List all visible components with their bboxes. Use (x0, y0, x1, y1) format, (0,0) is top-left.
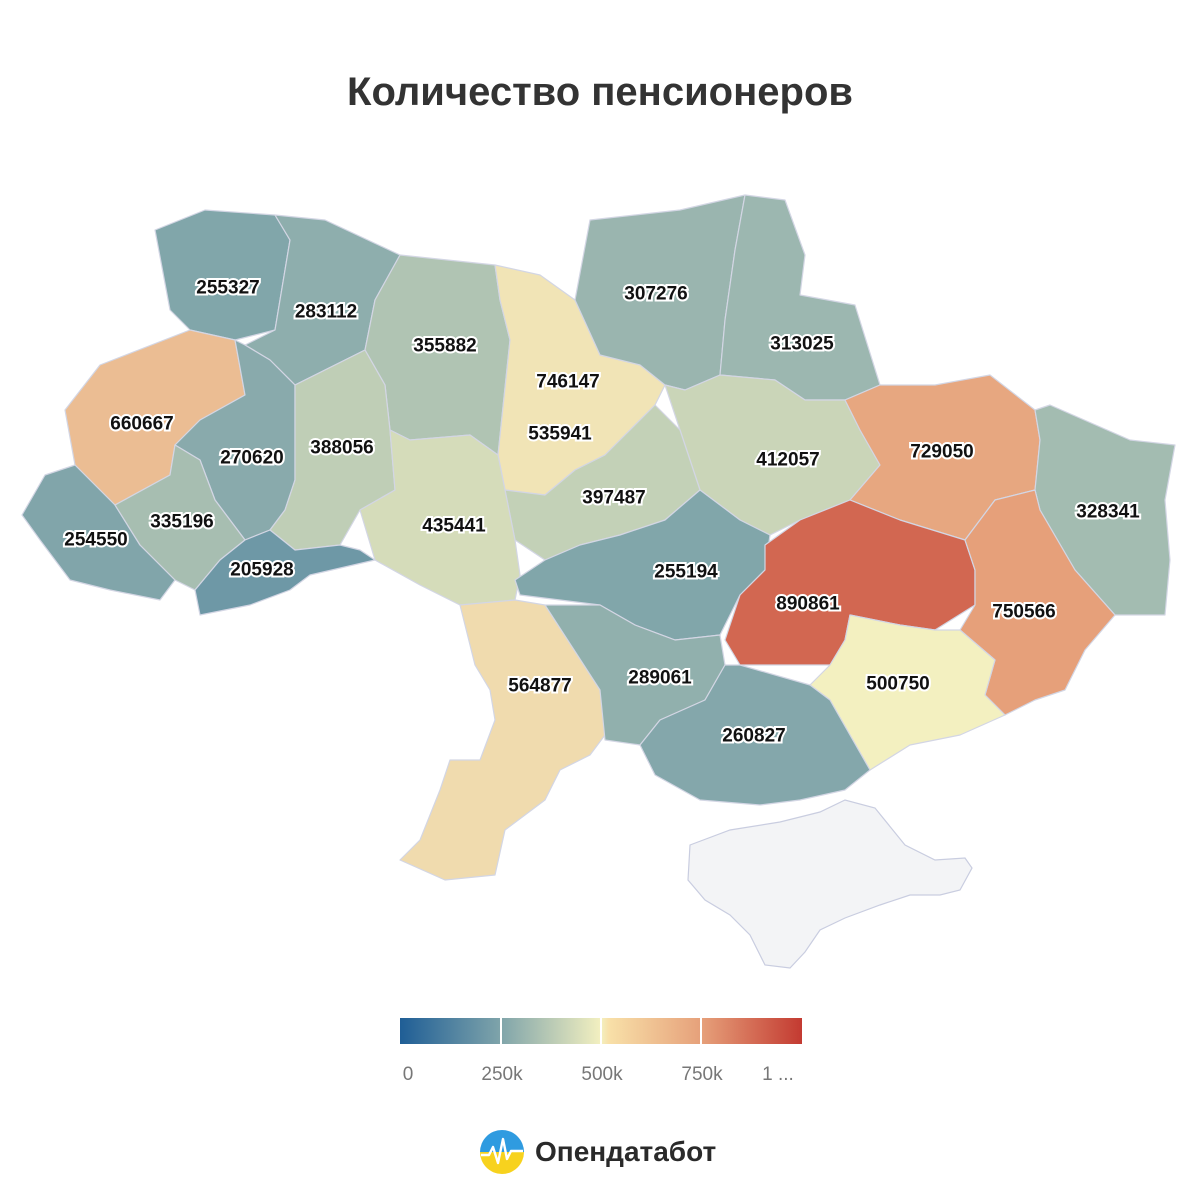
legend-separator (500, 1018, 502, 1044)
value-label: 328341 (1076, 502, 1140, 523)
value-label: 412057 (756, 450, 819, 471)
value-label: 205928 (230, 560, 293, 581)
brand: Опендатабот (479, 1127, 716, 1177)
region-sumy[interactable] (719, 194, 881, 401)
legend-tick-label: 1 ... (762, 1064, 794, 1085)
region-kherson[interactable] (639, 664, 871, 806)
value-label: 255327 (196, 278, 259, 299)
legend-separator (700, 1018, 702, 1044)
legend-tick-label: 0 (402, 1064, 414, 1085)
value-label: 283112 (295, 302, 357, 323)
value-label: 535941 (528, 424, 592, 445)
value-label: 313025 (770, 334, 834, 355)
brand-name: Опендатабот (535, 1136, 717, 1167)
map-title: Количество пенсионеров (347, 70, 853, 114)
value-label: 564877 (508, 676, 571, 697)
value-label: 750566 (992, 602, 1055, 623)
value-label: 388056 (310, 438, 373, 459)
legend-tick-label: 750k (681, 1064, 723, 1085)
value-label: 355882 (413, 336, 476, 357)
value-label: 260827 (722, 726, 785, 747)
value-label: 660667 (110, 414, 173, 435)
value-label: 270620 (220, 448, 283, 469)
region-chernivtsi[interactable] (194, 529, 376, 616)
regions-group (21, 194, 1176, 881)
value-label: 289061 (628, 668, 692, 689)
region-crimea[interactable] (687, 799, 973, 969)
labels-group: 255327 283112 355882 746147 535941 30727… (62, 276, 1142, 749)
region-donetsk[interactable] (959, 489, 1116, 716)
value-label: 890861 (776, 594, 840, 615)
value-label: 307276 (624, 284, 687, 305)
value-label: 729050 (910, 442, 973, 463)
value-label: 746147 (536, 372, 599, 393)
value-label: 255194 (654, 562, 718, 583)
value-label: 254550 (64, 530, 127, 551)
legend-separator (600, 1018, 602, 1044)
value-label: 435441 (422, 516, 486, 537)
opendatabot-logo-icon (480, 1130, 524, 1174)
region-volyn[interactable] (154, 209, 291, 341)
color-legend: 0 250k 500k 750k 1 ... (400, 1018, 802, 1088)
legend-tick-label: 500k (581, 1064, 623, 1085)
region-khmelnytskyi[interactable] (269, 349, 396, 551)
legend-tick-label: 250k (481, 1064, 523, 1085)
value-label: 397487 (582, 488, 645, 509)
value-label: 500750 (866, 674, 929, 695)
value-label: 335196 (150, 512, 213, 533)
